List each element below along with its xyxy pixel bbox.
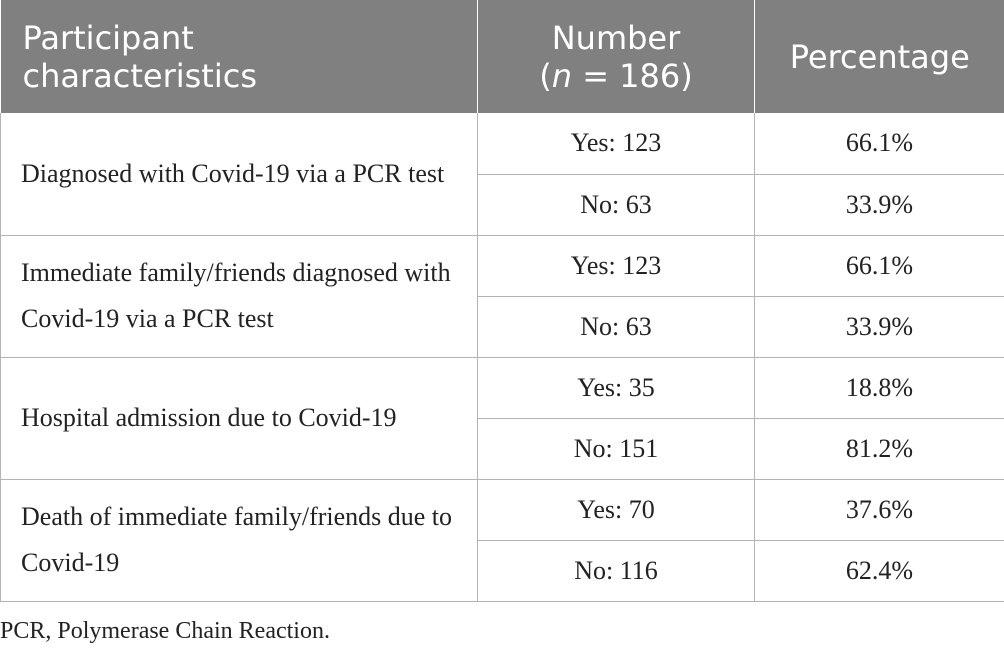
yes-count-cell: Yes: 35 xyxy=(477,356,755,419)
table-row: Death of immediate family/friends due to… xyxy=(0,478,1004,602)
table-row: No: 151 81.2% xyxy=(1,417,1004,480)
table-footnote: PCR, Polymerase Chain Reaction. xyxy=(0,618,330,644)
no-percentage-cell: 33.9% xyxy=(754,173,1004,236)
no-percentage-cell: 33.9% xyxy=(754,295,1004,358)
no-count-cell: No: 63 xyxy=(477,295,755,358)
no-percentage-cell: 62.4% xyxy=(754,539,1004,602)
table-row: Hospital admission due to Covid-19 Yes: … xyxy=(0,356,1004,480)
row-label: Death of immediate family/friends due to… xyxy=(0,478,478,602)
header-row: Participant characteristics Number (n = … xyxy=(0,0,1004,113)
yes-percentage-cell: 18.8% xyxy=(754,356,1004,419)
table-row: No: 116 62.4% xyxy=(1,539,1004,602)
header-percentage: Percentage xyxy=(754,0,1004,113)
yes-percentage-cell: 66.1% xyxy=(754,234,1004,297)
table-row: Diagnosed with Covid-19 via a PCR test Y… xyxy=(0,113,1004,236)
header-characteristics-line2: characteristics xyxy=(22,56,258,95)
no-count-cell: No: 116 xyxy=(477,539,755,602)
no-percentage-cell: 81.2% xyxy=(754,417,1004,480)
yes-count-cell: Yes: 123 xyxy=(477,234,755,297)
yes-percentage-cell: 37.6% xyxy=(754,478,1004,541)
yes-count-cell: Yes: 123 xyxy=(477,113,755,175)
no-count-cell: No: 63 xyxy=(477,173,755,236)
table-row: Immediate family/friends diagnosed with … xyxy=(0,234,1004,358)
header-number-rest: = 186) xyxy=(572,56,693,95)
no-count-cell: No: 151 xyxy=(477,417,755,480)
yes-count-cell: Yes: 70 xyxy=(477,478,755,541)
header-number-n: n xyxy=(551,56,573,95)
yes-percentage-cell: 66.1% xyxy=(754,113,1004,175)
header-number: Number (n = 186) xyxy=(477,0,755,113)
header-number-line1: Number xyxy=(551,18,681,57)
row-label: Immediate family/friends diagnosed with … xyxy=(0,234,478,358)
row-label: Hospital admission due to Covid-19 xyxy=(0,356,478,480)
row-label: Diagnosed with Covid-19 via a PCR test xyxy=(0,113,478,236)
characteristics-table: Participant characteristics Number (n = … xyxy=(0,0,1004,602)
header-characteristics: Participant characteristics xyxy=(0,0,478,113)
table-row: No: 63 33.9% xyxy=(1,173,1004,236)
header-characteristics-line1: Participant xyxy=(22,18,194,57)
header-number-open: ( xyxy=(539,56,552,95)
